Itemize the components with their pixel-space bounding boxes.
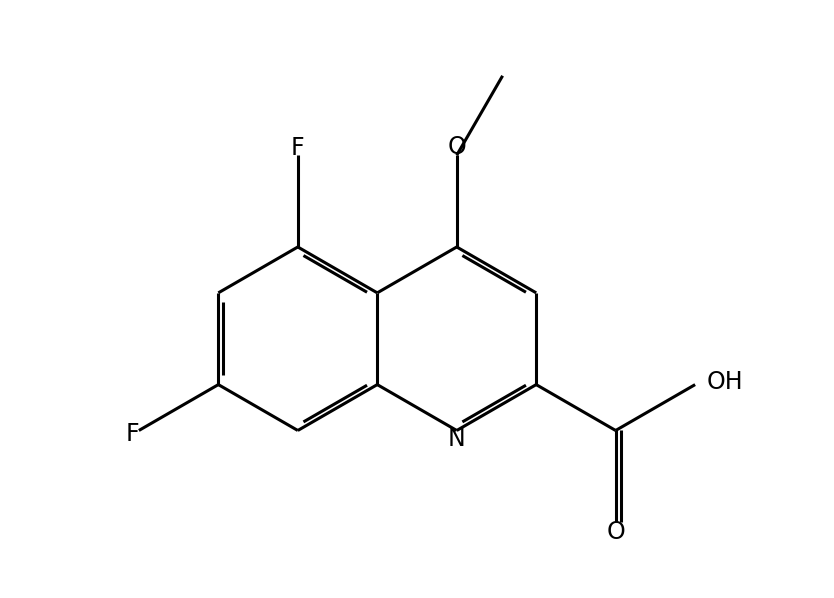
Text: N: N [448,427,465,451]
Text: F: F [291,136,304,160]
Text: O: O [606,520,625,544]
Text: F: F [126,422,140,446]
Text: OH: OH [707,370,744,394]
Text: O: O [447,135,466,159]
